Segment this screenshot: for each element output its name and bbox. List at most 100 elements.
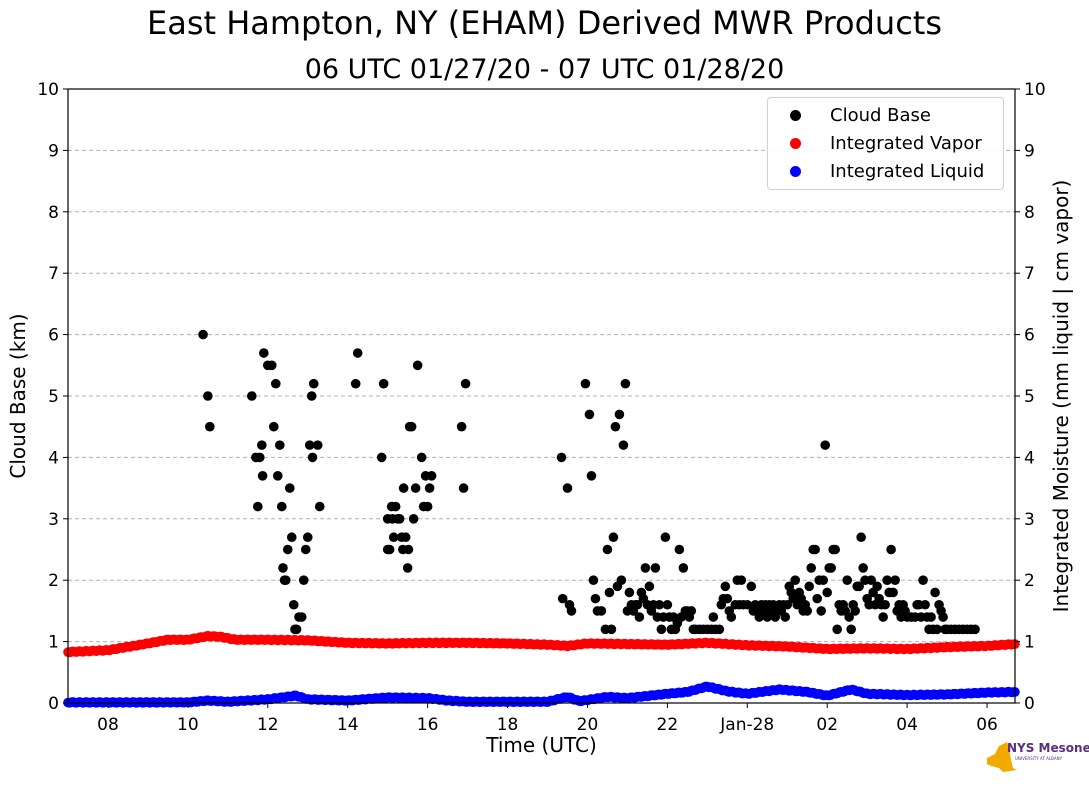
x-tick-label: 08 [97, 715, 119, 735]
y2-tick-label: 5 [1024, 387, 1035, 407]
logo-subtext: UNIVERSITY AT ALBANY [1015, 756, 1063, 761]
y2-axis-label: Integrated Moisture (mm liquid | cm vapo… [1049, 180, 1073, 613]
legend-item-cloud-base: Cloud Base [768, 104, 1003, 128]
cloud-base-point [556, 452, 567, 463]
x-tick-label: 16 [417, 715, 439, 735]
cloud-base-point [604, 587, 615, 598]
cloud-base-point [350, 378, 361, 389]
cloud-base-point [198, 329, 208, 340]
y-tick-label: 2 [48, 571, 59, 591]
cloud-base-point [826, 563, 836, 573]
y2-tick-label: 4 [1024, 448, 1035, 468]
cloud-base-point [402, 563, 413, 573]
cloud-base-point [562, 483, 573, 493]
cloud-base-point [844, 612, 854, 622]
cloud-base-point [802, 606, 813, 616]
cloud-base-point [920, 599, 930, 610]
cloud-base-point [932, 624, 942, 635]
cloud-base-point [278, 563, 288, 573]
cloud-base-point [314, 501, 325, 512]
cloud-base-point [304, 440, 315, 450]
y-tick-label: 1 [48, 633, 59, 653]
cloud-base-point [624, 587, 635, 598]
legend-label: Integrated Liquid [830, 161, 985, 182]
cloud-base-point [970, 624, 980, 635]
cloud-base-point [602, 544, 613, 555]
cloud-base-point [866, 575, 876, 585]
cloud-base-point [276, 501, 287, 512]
cloud-base-point [388, 532, 399, 543]
legend-item-integrated-vapor: Integrated Vapor [768, 132, 1003, 156]
cloud-base-point [398, 483, 409, 493]
cloud-base-point [644, 581, 655, 592]
cloud-base-point [422, 501, 433, 512]
cloud-base-point [266, 360, 277, 371]
cloud-base-point [614, 409, 625, 420]
integrated-vapor-marker-icon [790, 138, 801, 149]
nys-mesonet-logo: NYS Mesonet UNIVERSITY AT ALBANY [983, 738, 1089, 778]
cloud-base-point [606, 624, 617, 635]
cloud-base-point [254, 452, 265, 463]
y2-tick-label: 1 [1024, 633, 1035, 653]
cloud-base-point [300, 544, 311, 555]
cloud-base-point [616, 575, 627, 585]
cloud-base-point [674, 544, 685, 555]
cloud-base-point [247, 391, 257, 401]
cloud-base-point [816, 606, 827, 616]
cloud-base-point [822, 587, 832, 598]
y-axis-label: Cloud Base (km) [6, 313, 30, 478]
cloud-base-point [403, 544, 414, 555]
cloud-base-point [203, 391, 213, 401]
cloud-base-point [390, 501, 401, 512]
cloud-base-point [918, 575, 928, 585]
cloud-base-point [938, 612, 948, 622]
cloud-base-point [376, 452, 387, 463]
cloud-base-point [456, 421, 467, 432]
x-tick-label: 12 [257, 715, 279, 735]
cloud-base-point [412, 360, 423, 371]
cloud-base-point [312, 440, 323, 450]
x-tick-label: 02 [816, 715, 838, 735]
cloud-base-point [806, 563, 817, 573]
cloud-base-point [632, 599, 643, 610]
cloud-base-point [306, 391, 317, 401]
x-tick-label: 14 [337, 715, 359, 735]
cloud-base-point [400, 532, 411, 543]
cloud-base-point [882, 575, 892, 585]
x-tick-label: 18 [497, 715, 519, 735]
y-tick-label: 4 [48, 448, 59, 468]
chart-subtitle: 06 UTC 01/27/20 - 07 UTC 01/28/20 [304, 54, 785, 85]
y-tick-label: 0 [48, 694, 59, 714]
cloud-base-point [596, 606, 607, 616]
y2-tick-label: 2 [1024, 571, 1035, 591]
y2-tick-label: 6 [1024, 326, 1035, 346]
cloud-base-point [654, 599, 665, 610]
cloud-base-point [926, 612, 936, 622]
x-axis-label: Time (UTC) [485, 733, 597, 757]
cloud-base-point [408, 514, 419, 524]
cloud-base-point [650, 563, 661, 573]
cloud-base-point [426, 471, 437, 481]
cloud-base-point [810, 544, 821, 555]
cloud-base-point [256, 440, 267, 450]
chart-title: East Hampton, NY (EHAM) Derived MWR Prod… [146, 4, 942, 42]
cloud-base-point [291, 624, 302, 635]
cloud-base-point [298, 575, 309, 585]
cloud-base-point [302, 532, 313, 543]
cloud-base-point [384, 544, 395, 555]
x-tick-label: 10 [177, 715, 199, 735]
integrated-liquid-series [63, 681, 1020, 708]
cloud-base-point [812, 593, 823, 604]
y-tick-label: 3 [48, 510, 59, 530]
cloud-base-point [252, 501, 263, 512]
cloud-base-point [566, 606, 577, 616]
y-tick-label: 9 [48, 141, 59, 161]
y2-tick-label: 7 [1024, 264, 1035, 284]
y-tick-label: 8 [48, 203, 59, 223]
cloud-base-point [832, 624, 842, 635]
cloud-base-point [394, 514, 405, 524]
x-tick-label: 06 [976, 715, 998, 735]
y-tick-label: 5 [48, 387, 59, 407]
cloud-base-point [584, 409, 595, 420]
cloud-base-point [410, 483, 421, 493]
